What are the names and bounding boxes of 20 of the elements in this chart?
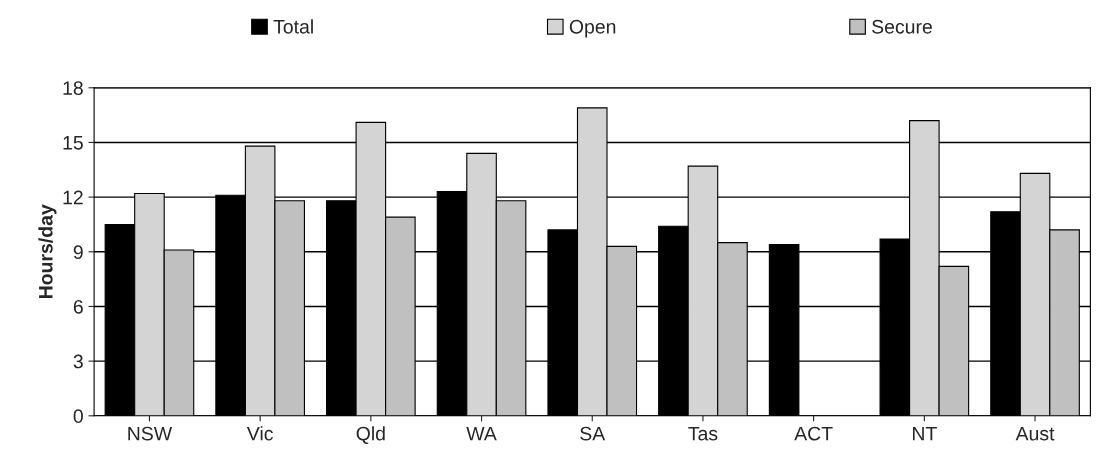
x-tick-label: ACT <box>794 426 833 441</box>
x-tick-label: WA <box>466 426 497 441</box>
x-tick-label: NT <box>912 426 937 441</box>
x-tick-label: Aust <box>1015 426 1055 441</box>
x-tick-label: NSW <box>128 426 173 441</box>
x-tick-label: SA <box>580 426 606 441</box>
y-tick-label: 9 <box>73 245 83 260</box>
y-tick-label: 3 <box>73 354 83 369</box>
y-tick-label: 12 <box>63 190 83 205</box>
y-tick-label: 18 <box>63 81 83 96</box>
y-tick-label: 6 <box>73 299 83 314</box>
y-tick-label: 15 <box>63 136 83 150</box>
y-tick-label: 0 <box>73 409 83 424</box>
y-axis-title: Hours/day <box>38 204 57 299</box>
legend-label: Secure <box>872 19 932 34</box>
x-tick-label: Qld <box>356 426 385 444</box>
x-tick-label: Tas <box>688 426 718 441</box>
legend-label: Open <box>569 19 616 38</box>
x-tick-label: Vic <box>246 426 273 441</box>
legend-label: Total <box>273 19 313 34</box>
